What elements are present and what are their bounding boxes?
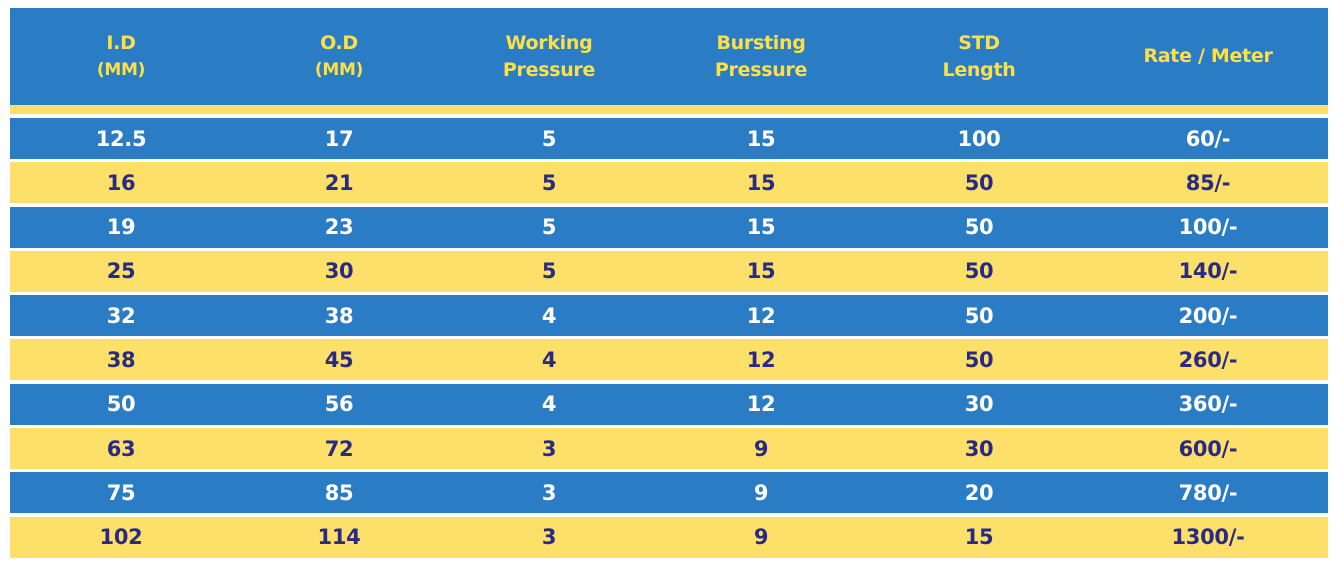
table-header: I.D (MM) O.D (MM) Working Pressure Bursting Pre… [10,8,1328,105]
cell-std-length: 30 [964,436,994,461]
cell-id-mm: 12.5 [95,126,147,151]
cell-id-mm: 75 [106,480,136,505]
table-row: 12.5 17 5 15 100 60/- [10,118,1328,159]
table-row: 32 38 4 12 50 200/- [10,295,1328,337]
cell-id-mm: 25 [106,259,136,284]
header-sublabel: Pressure [714,58,808,81]
cell-id-mm: 19 [106,215,136,240]
cell-id-mm: 63 [106,436,136,461]
table-row: 102 114 3 9 15 1300/- [10,516,1328,558]
header-label: Working [505,31,593,54]
header-sublabel: Length [942,58,1016,81]
cell-od-mm: 30 [324,259,354,284]
cell-working-pressure: 3 [541,480,557,505]
header-label: STD [958,31,1000,54]
cell-rate-per-meter: 360/- [1178,392,1238,417]
header-sublabel: (MM) [314,59,364,80]
cell-bursting-pressure: 15 [746,170,776,195]
table-row: 25 30 5 15 50 140/- [10,250,1328,292]
cell-id-mm: 32 [106,303,136,328]
header-std-length: STD Length [870,30,1088,84]
cell-od-mm: 45 [324,347,354,372]
cell-od-mm: 21 [324,170,354,195]
header-separator [10,105,1328,114]
cell-id-mm: 50 [106,392,136,417]
header-sublabel: (MM) [96,59,146,80]
price-table: I.D (MM) O.D (MM) Working Pressure Bursting Pre… [10,8,1328,558]
cell-std-length: 50 [964,259,994,284]
header-label: Bursting [716,31,806,54]
header-id-mm: I.D (MM) [10,30,232,84]
cell-bursting-pressure: 15 [746,215,776,240]
cell-std-length: 100 [957,126,1001,151]
cell-working-pressure: 5 [541,170,557,195]
table-row: 50 56 4 12 30 360/- [10,383,1328,425]
header-rate-per-meter: Rate / Meter [1088,43,1328,70]
cell-rate-per-meter: 140/- [1178,259,1238,284]
cell-bursting-pressure: 12 [746,303,776,328]
table-row: 63 72 3 9 30 600/- [10,428,1328,470]
cell-od-mm: 114 [317,525,361,550]
cell-od-mm: 56 [324,392,354,417]
header-bursting-pressure: Bursting Pressure [652,30,870,84]
cell-rate-per-meter: 260/- [1178,347,1238,372]
cell-od-mm: 23 [324,215,354,240]
table-body: 12.5 17 5 15 100 60/- 16 21 5 15 50 85/- 19 23 5 15 50 10… [10,118,1328,558]
table-row: 75 85 3 9 20 780/- [10,472,1328,514]
cell-std-length: 20 [964,480,994,505]
header-label: Rate / Meter [1143,45,1273,67]
cell-std-length: 50 [964,170,994,195]
cell-id-mm: 16 [106,170,136,195]
cell-rate-per-meter: 100/- [1178,215,1238,240]
cell-working-pressure: 3 [541,525,557,550]
header-label: I.D [106,31,136,54]
cell-bursting-pressure: 9 [753,480,769,505]
cell-rate-per-meter: 1300/- [1171,525,1245,550]
cell-bursting-pressure: 15 [746,126,776,151]
cell-working-pressure: 5 [541,259,557,284]
cell-working-pressure: 4 [541,392,557,417]
cell-working-pressure: 4 [541,347,557,372]
cell-rate-per-meter: 60/- [1185,126,1231,151]
cell-bursting-pressure: 15 [746,259,776,284]
cell-std-length: 50 [964,215,994,240]
cell-rate-per-meter: 200/- [1178,303,1238,328]
cell-working-pressure: 5 [541,126,557,151]
cell-id-mm: 102 [99,525,143,550]
cell-rate-per-meter: 600/- [1178,436,1238,461]
cell-rate-per-meter: 85/- [1185,170,1231,195]
table-row: 38 45 4 12 50 260/- [10,339,1328,381]
table-row: 16 21 5 15 50 85/- [10,162,1328,204]
cell-bursting-pressure: 12 [746,392,776,417]
cell-std-length: 30 [964,392,994,417]
cell-bursting-pressure: 12 [746,347,776,372]
cell-od-mm: 17 [324,126,354,151]
cell-std-length: 50 [964,347,994,372]
cell-working-pressure: 5 [541,215,557,240]
cell-od-mm: 38 [324,303,354,328]
cell-rate-per-meter: 780/- [1178,480,1238,505]
cell-id-mm: 38 [106,347,136,372]
header-sublabel: Pressure [502,58,596,81]
cell-std-length: 15 [964,525,994,550]
cell-working-pressure: 4 [541,303,557,328]
cell-working-pressure: 3 [541,436,557,461]
header-working-pressure: Working Pressure [446,30,652,84]
cell-bursting-pressure: 9 [753,525,769,550]
header-label: O.D [320,31,358,54]
cell-od-mm: 72 [324,436,354,461]
header-od-mm: O.D (MM) [232,30,446,84]
cell-std-length: 50 [964,303,994,328]
table-row: 19 23 5 15 50 100/- [10,206,1328,248]
cell-bursting-pressure: 9 [753,436,769,461]
cell-od-mm: 85 [324,480,354,505]
